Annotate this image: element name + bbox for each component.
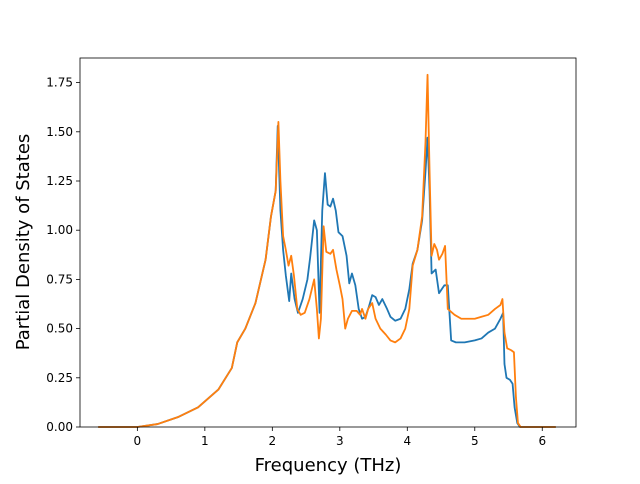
x-tick-label: 5	[471, 434, 479, 448]
series-line-2	[98, 73, 556, 428]
y-axis-ticks: 0.00 0.25 0.50 0.75 1.00 1.25 1.50 1.75	[46, 76, 80, 434]
x-tick-label: 0	[134, 434, 142, 448]
series-lines	[98, 73, 556, 428]
y-tick-label: 0.25	[46, 371, 73, 385]
y-axis-label: Partial Density of States	[13, 134, 34, 351]
plot-area	[80, 58, 576, 427]
x-tick-label: 4	[403, 434, 411, 448]
y-tick-label: 1.00	[46, 223, 73, 237]
axes-frame	[79, 57, 577, 428]
x-axis-ticks: 0 1 2 3 4 5 6	[134, 427, 546, 448]
y-tick-label: 1.75	[46, 76, 73, 90]
y-tick-label: 0.75	[46, 272, 73, 286]
y-tick-label: 1.50	[46, 125, 73, 139]
x-tick-label: 1	[201, 434, 209, 448]
x-tick-label: 3	[336, 434, 344, 448]
y-tick-label: 0.50	[46, 322, 73, 336]
y-tick-label: 1.25	[46, 174, 73, 188]
y-tick-label: 0.00	[46, 420, 73, 434]
x-tick-label: 6	[538, 434, 546, 448]
x-tick-label: 2	[269, 434, 277, 448]
x-axis-label: Frequency (THz)	[255, 455, 402, 476]
